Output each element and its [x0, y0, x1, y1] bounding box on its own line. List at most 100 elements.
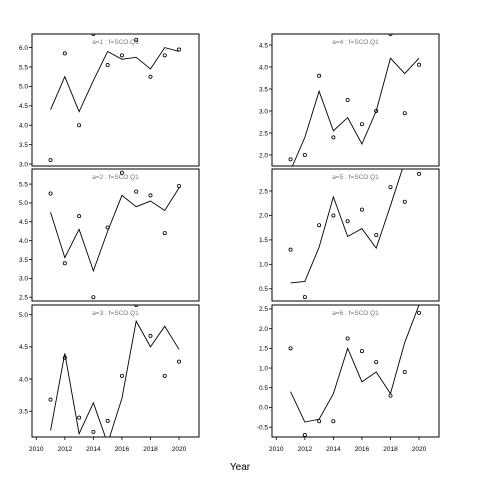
fitted-line [291, 57, 420, 166]
observed-point [91, 429, 96, 434]
panel-frame [31, 168, 200, 302]
panel-strip-label: a=6 : f=SCO.Q1 [332, 310, 379, 317]
y-tick-label: 1.0 [259, 365, 268, 372]
panel-data [288, 34, 422, 166]
observed-point [105, 63, 110, 68]
observed-point [302, 152, 307, 157]
y-tick-label: 4.0 [259, 64, 268, 71]
observed-point [177, 359, 182, 364]
y-tick-label: 2.5 [259, 188, 268, 195]
observed-point [402, 199, 407, 204]
y-tick-label: 4.0 [19, 123, 28, 130]
observed-point [317, 223, 322, 228]
y-tick-label: 3.5 [259, 86, 268, 93]
y-tick-label: 3.5 [19, 257, 28, 264]
observed-point [402, 369, 407, 374]
observed-point [374, 232, 379, 237]
observed-point [77, 415, 82, 420]
panel-data [288, 169, 422, 300]
x-tick-label: 2010 [269, 446, 284, 453]
panel-1: a=1 : f=SCO.Q1 3.0 3.5 4.0 4.5 5.0 5.5 6.0 [19, 33, 200, 168]
fitted-line [290, 305, 420, 423]
x-tick-label: 2014 [86, 446, 101, 453]
observed-point [359, 122, 364, 127]
observed-point [345, 98, 350, 103]
observed-point [91, 295, 96, 300]
y-tick-label: 1.0 [259, 262, 268, 269]
observed-point [148, 193, 153, 198]
observed-point [77, 123, 82, 128]
y-tick-label: 4.0 [19, 238, 28, 245]
y-tick-label: 4.5 [259, 42, 268, 49]
x-tick-label: 2016 [355, 446, 370, 453]
y-tick-label: 5.0 [19, 200, 28, 207]
panel-strip-label: a=5 : f=SCO.Q1 [332, 174, 379, 181]
observed-point [331, 419, 336, 424]
observed-point [162, 373, 167, 378]
panel-5: a=3 : f=SCO.Q1 3.5 4.0 4.5 5.0 2010 2012 2014 20… [19, 304, 200, 453]
y-tick-label: 3.0 [19, 276, 28, 283]
observed-point [91, 34, 96, 36]
panel-3: a=2 : f=SCO.Q1 2.5 3.0 3.5 4.0 4.5 5.0 5.5 [19, 168, 200, 302]
y-tick-label: 2.0 [259, 152, 268, 159]
observed-point [345, 219, 350, 224]
panel-strip-label: a=2 : f=SCO.Q1 [92, 174, 139, 181]
observed-point [148, 333, 153, 338]
x-tick-label: 2012 [58, 446, 73, 453]
y-tick-label: -0.5 [257, 424, 269, 431]
observed-point [134, 37, 139, 42]
panel-data [288, 305, 422, 437]
panel-strip-label: a=4 : f=SCO.Q1 [332, 39, 379, 46]
y-tick-label: 4.5 [19, 103, 28, 110]
panel-frame [31, 33, 200, 167]
observed-point [162, 231, 167, 236]
panel-2: a=4 : f=SCO.Q1 2.0 2.5 3.0 3.5 4.0 4.5 [259, 33, 440, 167]
observed-point [331, 213, 336, 218]
fitted-line [50, 47, 180, 113]
panel-frame [271, 168, 440, 302]
fitted-line [50, 319, 180, 437]
observed-point [177, 47, 182, 52]
x-tick-label: 2018 [143, 446, 158, 453]
panel-frame [271, 33, 440, 167]
observed-point [359, 349, 364, 354]
observed-point [177, 183, 182, 188]
y-tick-label: 5.0 [19, 84, 28, 91]
observed-point [105, 418, 110, 423]
fitted-line [50, 187, 180, 273]
x-tick-label: 2012 [298, 446, 313, 453]
observed-point [105, 225, 110, 230]
observed-point [302, 433, 307, 437]
y-tick-label: 3.0 [259, 108, 268, 115]
observed-point [388, 185, 393, 190]
y-tick-label: 0.5 [259, 385, 268, 392]
y-tick-label: 5.0 [19, 312, 28, 319]
panel-data [48, 305, 182, 437]
y-tick-label: 2.5 [259, 130, 268, 137]
x-tick-label: 2016 [115, 446, 130, 453]
y-tick-label: 5.5 [19, 64, 28, 71]
observed-point [77, 214, 82, 219]
observed-point [374, 360, 379, 365]
observed-point [417, 310, 422, 315]
panel-strip-label: a=3 : f=SCO.Q1 [92, 310, 139, 317]
observed-point [119, 373, 124, 378]
panel-data [48, 170, 182, 300]
observed-point [374, 109, 379, 114]
observed-point [402, 111, 407, 116]
y-tick-label: 0.5 [259, 286, 268, 293]
panel-frame [271, 304, 440, 438]
y-tick-label: 2.5 [259, 306, 268, 313]
y-tick-label: 4.5 [19, 344, 28, 351]
observed-point [119, 170, 124, 175]
observed-point [162, 53, 167, 58]
observed-point [345, 336, 350, 341]
observed-point [317, 419, 322, 424]
panel-strip-label: a=1 : f=SCO.Q1 [92, 39, 139, 46]
observed-point [388, 34, 393, 36]
observed-point [62, 261, 67, 266]
observed-point [48, 191, 53, 196]
panel-frame [31, 304, 200, 438]
